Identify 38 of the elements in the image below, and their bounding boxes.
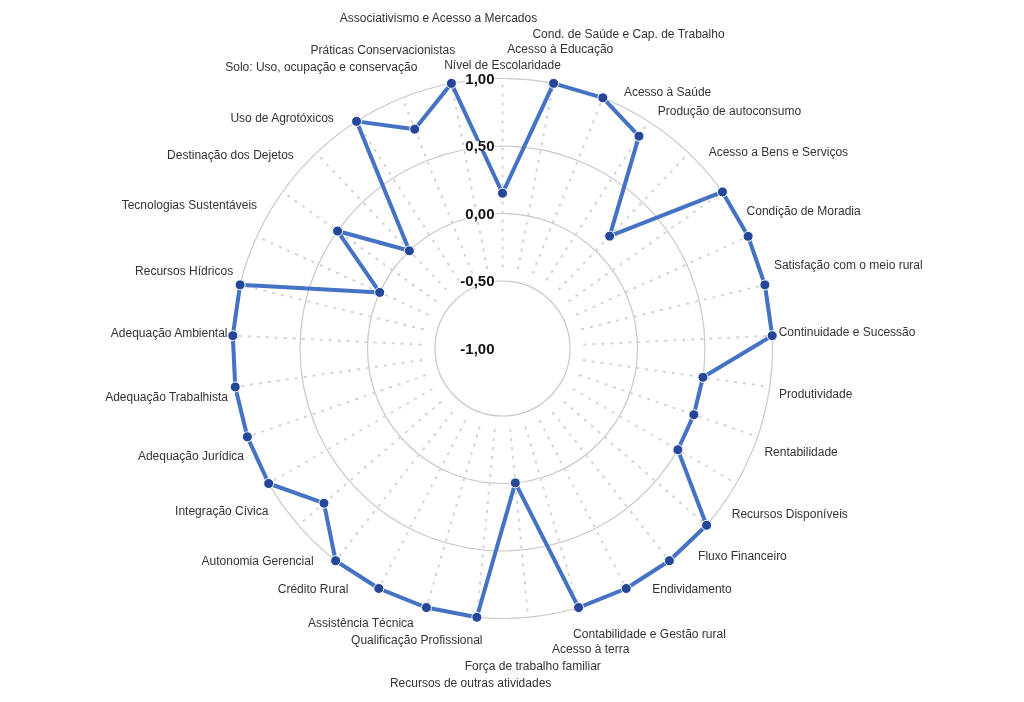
spoke-label: Rentabilidade — [764, 444, 839, 459]
spoke-label: Acesso a Bens e Serviços — [708, 145, 849, 160]
spoke-label: Práticas Conservacionistas — [310, 42, 456, 57]
y-tick-label: 0,50 — [465, 137, 495, 154]
spoke-label: Solo: Uso, ocupação e conservação — [225, 59, 418, 74]
spoke-label: Acesso à Educação — [507, 41, 614, 56]
spoke-label: Força de trabalho familiar — [464, 658, 601, 673]
spoke-label: Adequação Trabalhista — [105, 389, 229, 404]
spoke-label: Uso de Agrotóxicos — [230, 110, 334, 125]
spoke-label: Adequação Ambiental — [110, 325, 228, 340]
spoke-label: Crédito Rural — [277, 582, 349, 597]
spoke-label: Assistência Técnica — [307, 616, 415, 630]
spoke-label: Contabilidade e Gestão rural — [573, 626, 726, 641]
spoke-label: Continuidade e Sucessão — [778, 325, 916, 340]
spoke-label: Destinação dos Dejetos — [167, 147, 294, 162]
spoke-label: Adequação Jurídica — [137, 449, 245, 464]
spoke-label: Integração Cívica — [175, 503, 269, 518]
spoke-label: Fluxo Financeiro — [698, 549, 788, 564]
spoke-label: Condição de Moradia — [746, 203, 861, 218]
spoke-label: Qualificação Profissional — [351, 633, 483, 648]
spoke-label: Acesso à terra — [552, 642, 630, 657]
spoke-label: Acesso à Saúde — [623, 84, 712, 99]
spoke-label: Recursos Disponíveis — [731, 507, 848, 522]
y-tick-label: 0,00 — [465, 204, 495, 222]
spoke-label: Produção de autoconsumo — [657, 103, 802, 118]
y-tick-label: 1,00 — [465, 69, 495, 87]
spoke-label: Associativismo e Acesso a Mercados — [339, 11, 538, 26]
spoke-label: Satisfação com o meio rural — [773, 257, 923, 272]
spoke-label: Recursos Hídricos — [135, 264, 234, 279]
spoke-label: Tecnologias Sustentáveis — [121, 198, 258, 213]
spoke-label: Recursos de outras atividades — [389, 675, 552, 690]
spoke-label: Autonomia Gerencial — [201, 553, 314, 568]
spoke-label: Produtividade — [778, 386, 853, 401]
spoke-label: Nível de Escolaridade — [444, 58, 562, 72]
spoke-label: Cond. de Saúde e Cap. de Trabalho — [532, 26, 725, 41]
spoke-label: Endividamento — [652, 582, 732, 597]
y-tick-label: -1,00 — [460, 339, 495, 357]
y-tick-label: -0,50 — [460, 272, 495, 289]
